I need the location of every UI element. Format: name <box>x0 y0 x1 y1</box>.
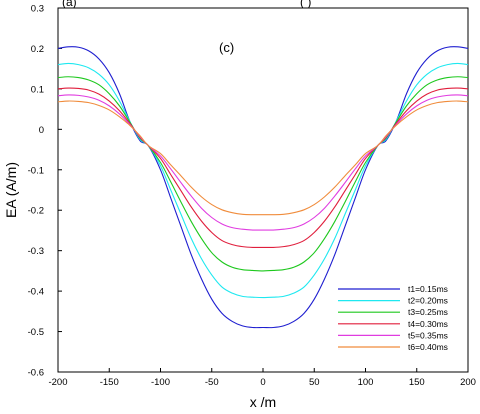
legend-label-3: t3=0.25ms <box>408 307 448 317</box>
y-tick-label: -0.5 <box>28 327 44 338</box>
x-tick-label: -200 <box>48 377 67 388</box>
x-tick-label: 50 <box>309 377 320 388</box>
x-tick-label: 200 <box>460 377 476 388</box>
y-tick-label: -0.1 <box>28 165 44 176</box>
y-tick-label: 0.1 <box>31 84 44 95</box>
legend-label-1: t1=0.15ms <box>408 284 448 294</box>
y-tick-label: -0.3 <box>28 246 44 257</box>
series-line-4 <box>57 87 469 249</box>
legend-label-5: t5=0.35ms <box>408 330 448 340</box>
legend-label-4: t4=0.30ms <box>408 319 448 329</box>
y-axis-title: EA (A/m) <box>3 162 19 218</box>
x-tick-label: -150 <box>100 377 119 388</box>
y-tick-label: 0.2 <box>31 44 44 55</box>
legend-label-6: t6=0.40ms <box>408 342 448 352</box>
x-axis-title: x /m <box>250 394 276 410</box>
x-tick-label: -50 <box>205 377 219 388</box>
legend-label-2: t2=0.20ms <box>408 296 448 306</box>
y-tick-label: 0 <box>39 125 44 136</box>
panel-label: (c) <box>219 40 234 55</box>
x-tick-label: 100 <box>358 377 374 388</box>
plot-area <box>57 7 469 373</box>
series-line-3 <box>57 76 469 272</box>
clipped-title-fragment: (a) ( ) <box>62 0 311 9</box>
y-tick-label: -0.6 <box>28 368 44 379</box>
series-line-6 <box>57 100 469 216</box>
axis-ticks: -200 -150 -100 -50 0 50 100 150 200 0.3 0.2 0.1 0 -0.… <box>28 4 476 389</box>
svg-text:( ): ( ) <box>300 0 311 9</box>
y-tick-label: -0.2 <box>28 206 44 217</box>
x-tick-label: -100 <box>151 377 170 388</box>
x-tick-label: 0 <box>260 377 265 388</box>
y-tick-label: 0.3 <box>31 4 44 15</box>
x-tick-label: 150 <box>409 377 425 388</box>
series-line-1 <box>57 46 469 329</box>
series-layer <box>57 46 469 329</box>
series-line-5 <box>57 94 469 231</box>
svg-text:(a): (a) <box>62 0 77 9</box>
y-tick-label: -0.4 <box>28 287 44 298</box>
series-line-2 <box>57 62 469 299</box>
